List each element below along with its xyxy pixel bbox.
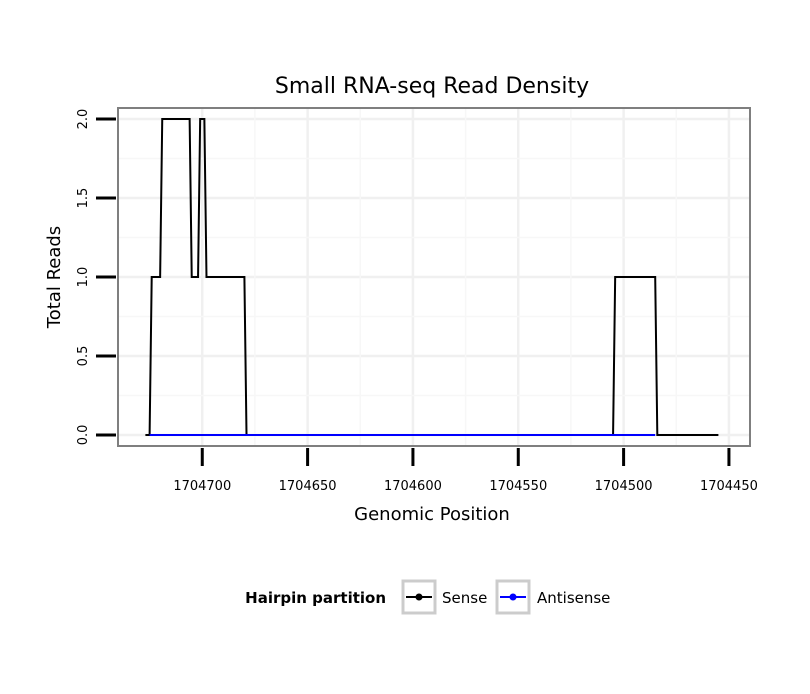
x-tick-label-4: 1704500 bbox=[595, 479, 653, 494]
x-tick-label-5: 1704450 bbox=[700, 479, 758, 494]
legend-point-sense bbox=[415, 593, 423, 601]
legend-label-antisense: Antisense bbox=[537, 589, 610, 607]
legend-point-antisense bbox=[509, 593, 517, 601]
legend-title: Hairpin partition bbox=[245, 589, 386, 607]
y-tick-label-4: 2.0 bbox=[76, 109, 91, 130]
legend: Hairpin partition Sense Antisense bbox=[245, 579, 610, 615]
legend-entry-antisense: Antisense bbox=[495, 579, 610, 615]
y-axis: 0.0 0.5 1.0 1.5 2.0 bbox=[76, 109, 116, 446]
x-tick-label-1: 1704650 bbox=[279, 479, 337, 494]
legend-label-sense: Sense bbox=[442, 589, 487, 607]
y-tick-label-2: 1.0 bbox=[76, 267, 91, 288]
y-tick-label-3: 1.5 bbox=[76, 188, 91, 209]
series-layer bbox=[145, 118, 719, 436]
x-tick-label-3: 1704550 bbox=[489, 479, 547, 494]
x-tick-label-2: 1704600 bbox=[384, 479, 442, 494]
y-tick-label-0: 0.0 bbox=[76, 425, 91, 446]
x-axis: 1704700 1704650 1704600 1704550 1704500 17044… bbox=[173, 448, 758, 494]
x-axis-label: Genomic Position bbox=[354, 504, 510, 525]
y-tick-label-1: 0.5 bbox=[76, 346, 91, 367]
x-tick-label-0: 1704700 bbox=[173, 479, 231, 494]
plot-border bbox=[117, 107, 751, 447]
chart-title: Small RNA-seq Read Density bbox=[275, 74, 589, 99]
series-line-sense bbox=[145, 118, 719, 436]
legend-entry-sense: Sense bbox=[401, 579, 487, 615]
y-axis-label: Total Reads bbox=[44, 226, 65, 329]
plot-panel bbox=[117, 107, 751, 447]
